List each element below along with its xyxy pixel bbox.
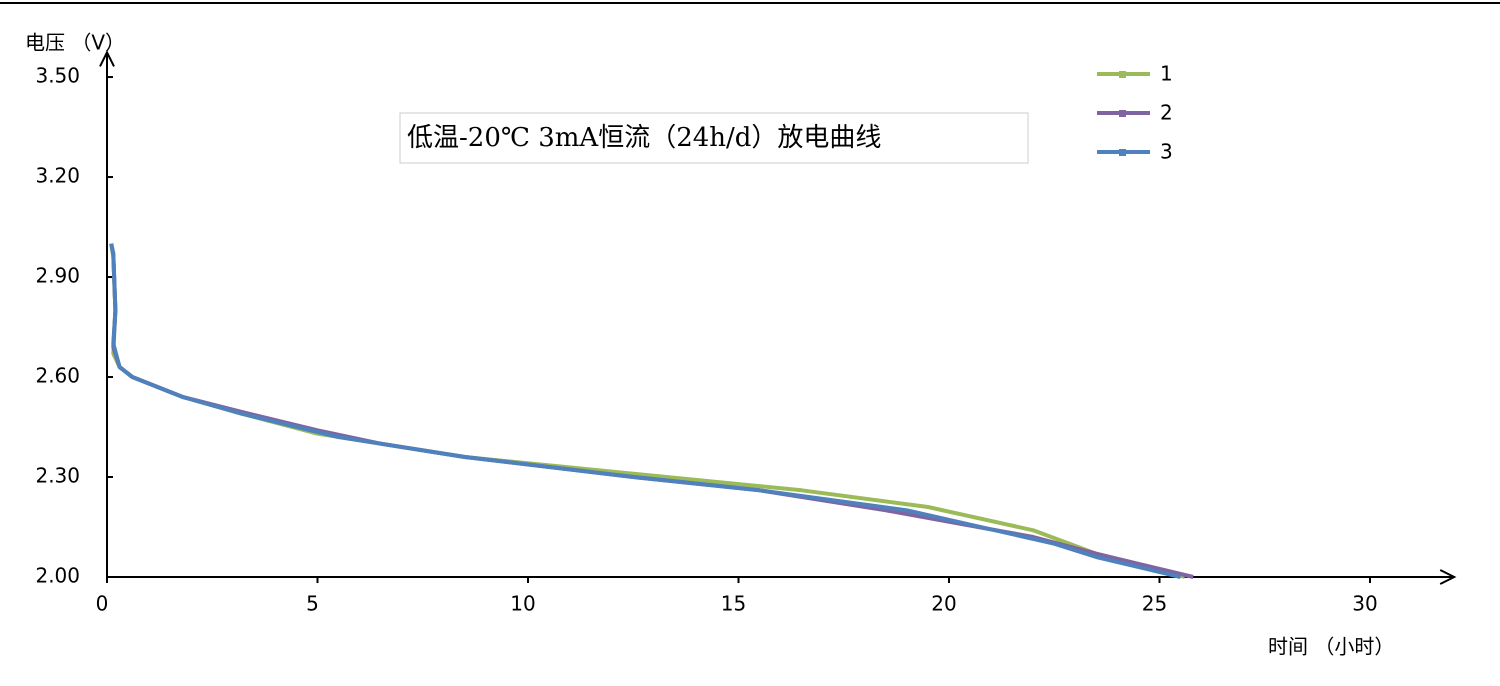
legend-label: 2 <box>1160 101 1173 125</box>
y-axis-label: 电压 （V） <box>25 31 125 55</box>
legend-marker <box>1119 149 1126 156</box>
legend-label: 1 <box>1160 62 1173 86</box>
x-axis-arrow <box>1439 569 1457 585</box>
x-tick-label: 10 <box>510 592 535 616</box>
x-tick-label: 30 <box>1352 592 1377 616</box>
y-tick-label: 2.00 <box>35 564 80 588</box>
legend-label: 3 <box>1160 140 1173 164</box>
legend-marker <box>1119 110 1126 117</box>
title-box <box>399 112 1029 164</box>
legend-marker <box>1119 71 1126 78</box>
x-tick-label: 5 <box>306 592 319 616</box>
y-tick-label: 2.30 <box>35 464 80 488</box>
y-tick-label: 2.90 <box>35 264 80 288</box>
x-axis-label: 时间 （小时） <box>1268 635 1394 659</box>
x-tick-label: 20 <box>931 592 956 616</box>
x-tick-label: 15 <box>721 592 746 616</box>
y-axis-arrow <box>99 50 115 67</box>
y-tick-label: 3.20 <box>35 164 80 188</box>
y-tick-label: 3.50 <box>35 64 80 88</box>
chart-title: 低温-20℃ 3mA恒流（24h/d）放电曲线 <box>407 123 881 153</box>
series-line <box>109 243 1181 579</box>
x-tick-label: 0 <box>96 592 109 616</box>
y-tick-label: 2.60 <box>35 364 80 388</box>
x-tick-label: 25 <box>1142 592 1167 616</box>
